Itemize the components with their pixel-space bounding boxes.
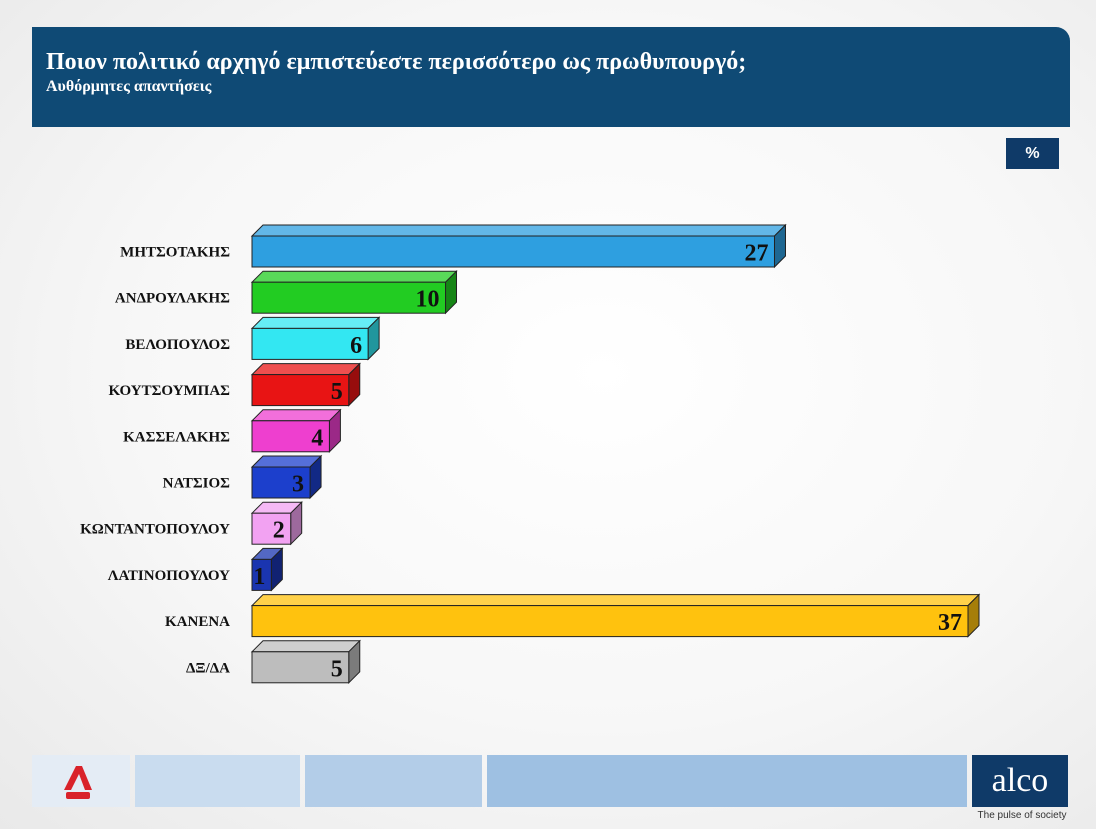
- category-label: ΚΑΝΕΝΑ: [165, 614, 230, 630]
- value-label: 27: [744, 241, 768, 267]
- category-label: ΔΞ/ΔΑ: [186, 660, 230, 676]
- value-label: 3: [292, 472, 304, 498]
- category-label: ΚΟΥΤΣΟΥΜΠΑΣ: [108, 383, 230, 399]
- value-label: 5: [331, 379, 343, 405]
- category-label: ΑΝΔΡΟΥΛΑΚΗΣ: [115, 291, 230, 307]
- unit-badge: %: [1006, 138, 1059, 169]
- bar: [251, 651, 350, 684]
- value-label: 4: [311, 425, 323, 451]
- bar: [251, 327, 369, 360]
- bar: [251, 281, 447, 314]
- bar-top-face: [250, 594, 981, 607]
- category-label: ΒΕΛΟΠΟΥΛΟΣ: [125, 337, 230, 353]
- bar: [251, 235, 775, 268]
- footer-panel-2: [135, 755, 300, 807]
- chart-header: Ποιον πολιτικό αρχηγό εμπιστεύεστε περισ…: [32, 27, 1070, 127]
- bar: [251, 374, 350, 407]
- alco-tagline: The pulse of society: [977, 810, 1067, 821]
- value-label: 5: [331, 656, 343, 682]
- bar: [251, 512, 292, 545]
- bar-top-face: [250, 363, 361, 376]
- bar-top-face: [250, 455, 323, 468]
- bar: [251, 558, 272, 591]
- alco-logo: alco: [972, 755, 1068, 807]
- bar: [251, 466, 311, 499]
- footer-panel-3: [305, 755, 482, 807]
- footer-panel-4: [487, 755, 967, 807]
- bar: [251, 605, 969, 638]
- value-label: 2: [273, 518, 285, 544]
- bar-top-face: [250, 640, 361, 653]
- bar-chart: ΜΗΤΣΟΤΑΚΗΣ 27 ΑΝΔΡΟΥΛΑΚΗΣ 10 ΒΕΛΟΠΟΥΛΟΣ 6 ΚΟΥΤ…: [80, 223, 981, 685]
- category-label: ΝΑΤΣΙΟΣ: [163, 476, 231, 492]
- value-label: 37: [938, 610, 962, 636]
- bar: [251, 420, 330, 453]
- bar-top-face: [250, 316, 381, 329]
- value-label: 6: [350, 333, 362, 359]
- category-label: ΚΑΣΣΕΛΑΚΗΣ: [123, 429, 230, 445]
- chart-subtitle: Αυθόρμητες απαντήσεις: [46, 78, 212, 95]
- category-label: ΜΗΤΣΟΤΑΚΗΣ: [120, 245, 230, 261]
- category-label: ΛΑΤΙΝΟΠΟΥΛΟΥ: [108, 568, 230, 584]
- bar-top-face: [250, 409, 342, 422]
- alpha-news-logo-icon: [64, 766, 92, 799]
- bar-top-face: [250, 270, 458, 283]
- value-label: 10: [416, 287, 440, 313]
- chart-title: Ποιον πολιτικό αρχηγό εμπιστεύεστε περισ…: [46, 49, 747, 75]
- value-label: 1: [253, 564, 265, 590]
- bar-top-face: [250, 224, 787, 237]
- category-label: ΚΩΝΤΑΝΤΟΠΟΥΛΟΥ: [80, 522, 230, 538]
